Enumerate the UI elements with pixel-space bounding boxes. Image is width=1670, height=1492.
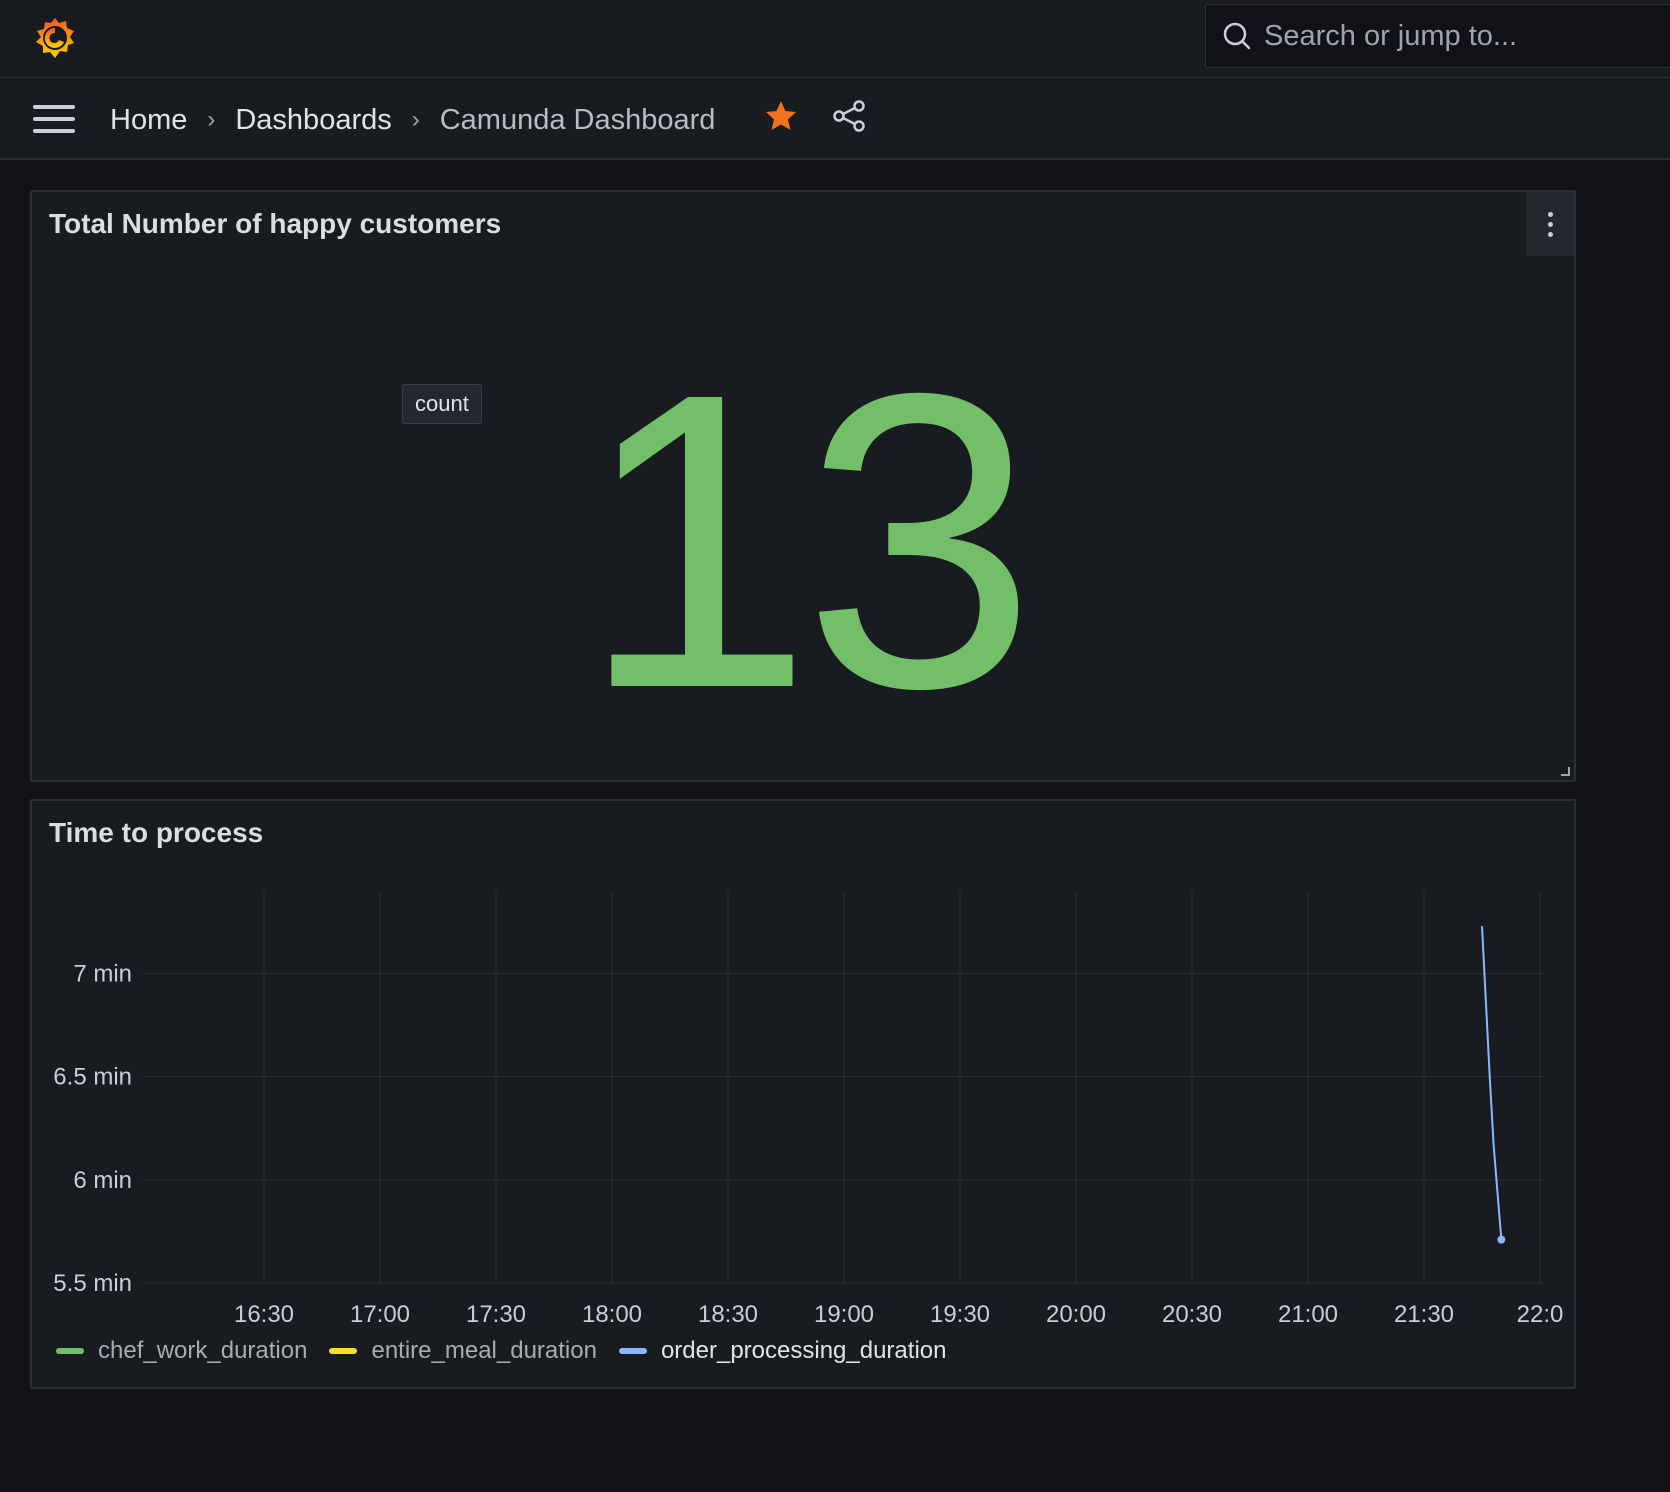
tooltip: count xyxy=(402,384,482,424)
series-line-order_processing_duration xyxy=(1481,926,1503,1240)
chart-legend: chef_work_duration entire_meal_duration or… xyxy=(56,1337,968,1365)
breadcrumb: Home › Dashboards › Camunda Dashboard xyxy=(110,100,715,140)
x-tick-label: 20:30 xyxy=(1162,1301,1222,1328)
resize-handle-icon[interactable] xyxy=(1560,766,1570,776)
grafana-logo-icon[interactable] xyxy=(28,12,82,66)
x-tick-label: 18:30 xyxy=(698,1301,758,1328)
panel-title: Total Number of happy customers xyxy=(49,208,502,239)
kebab-menu-icon[interactable] xyxy=(1526,192,1574,256)
stat-value: 13 xyxy=(579,307,1036,776)
breadcrumb-current: Camunda Dashboard xyxy=(439,103,716,136)
legend-swatch xyxy=(56,1348,84,1354)
search-box[interactable] xyxy=(1205,4,1670,68)
top-bar xyxy=(0,0,1670,78)
legend-item-entire_meal_duration[interactable]: entire_meal_duration xyxy=(329,1337,597,1365)
y-tick-label: 5.5 min xyxy=(53,1270,132,1297)
legend-item-chef_work_duration[interactable]: chef_work_duration xyxy=(56,1337,307,1365)
x-tick-label: 19:30 xyxy=(930,1301,990,1328)
timeseries-panel: Time to process 16:30 17:00 17:30 18:00 18:3… xyxy=(30,799,1576,1389)
star-icon[interactable] xyxy=(764,99,798,133)
search-input[interactable] xyxy=(1264,19,1670,53)
share-icon[interactable] xyxy=(832,99,866,133)
legend-swatch xyxy=(329,1348,358,1354)
search-icon xyxy=(1223,22,1251,50)
x-tick-label: 22:0 xyxy=(1517,1301,1564,1328)
breadcrumb-separator: › xyxy=(207,106,216,133)
stat-panel: Total Number of happy customers 13 count xyxy=(30,190,1576,782)
x-tick-label: 21:00 xyxy=(1278,1301,1338,1328)
legend-item-order_processing_duration[interactable]: order_processing_duration xyxy=(618,1337,947,1365)
legend-label: order_processing_duration xyxy=(660,1337,947,1364)
series-point-order_processing_duration xyxy=(1497,1235,1506,1244)
x-tick-label: 21:30 xyxy=(1394,1301,1454,1328)
legend-swatch xyxy=(618,1348,647,1354)
legend-label: chef_work_duration xyxy=(98,1337,308,1364)
x-tick-label: 17:30 xyxy=(466,1301,526,1328)
hamburger-menu-icon[interactable] xyxy=(33,105,75,133)
x-tick-label: 19:00 xyxy=(814,1301,874,1328)
legend-label: entire_meal_duration xyxy=(371,1337,597,1364)
y-tick-label: 7 min xyxy=(73,961,132,988)
x-tick-label: 18:00 xyxy=(582,1301,642,1328)
breadcrumb-dashboards[interactable]: Dashboards xyxy=(235,103,392,136)
x-tick-label: 17:00 xyxy=(350,1301,410,1328)
timeseries-chart: 16:30 17:00 17:30 18:00 18:30 19:00 19:30 20:00… xyxy=(53,891,1564,1328)
breadcrumb-separator: › xyxy=(411,106,420,133)
x-tick-label: 16:30 xyxy=(234,1301,294,1328)
y-tick-label: 6 min xyxy=(73,1167,132,1194)
breadcrumb-home[interactable]: Home xyxy=(110,103,188,136)
panel-title: Time to process xyxy=(49,817,264,848)
y-tick-label: 6.5 min xyxy=(53,1064,132,1091)
x-tick-label: 20:00 xyxy=(1046,1301,1106,1328)
